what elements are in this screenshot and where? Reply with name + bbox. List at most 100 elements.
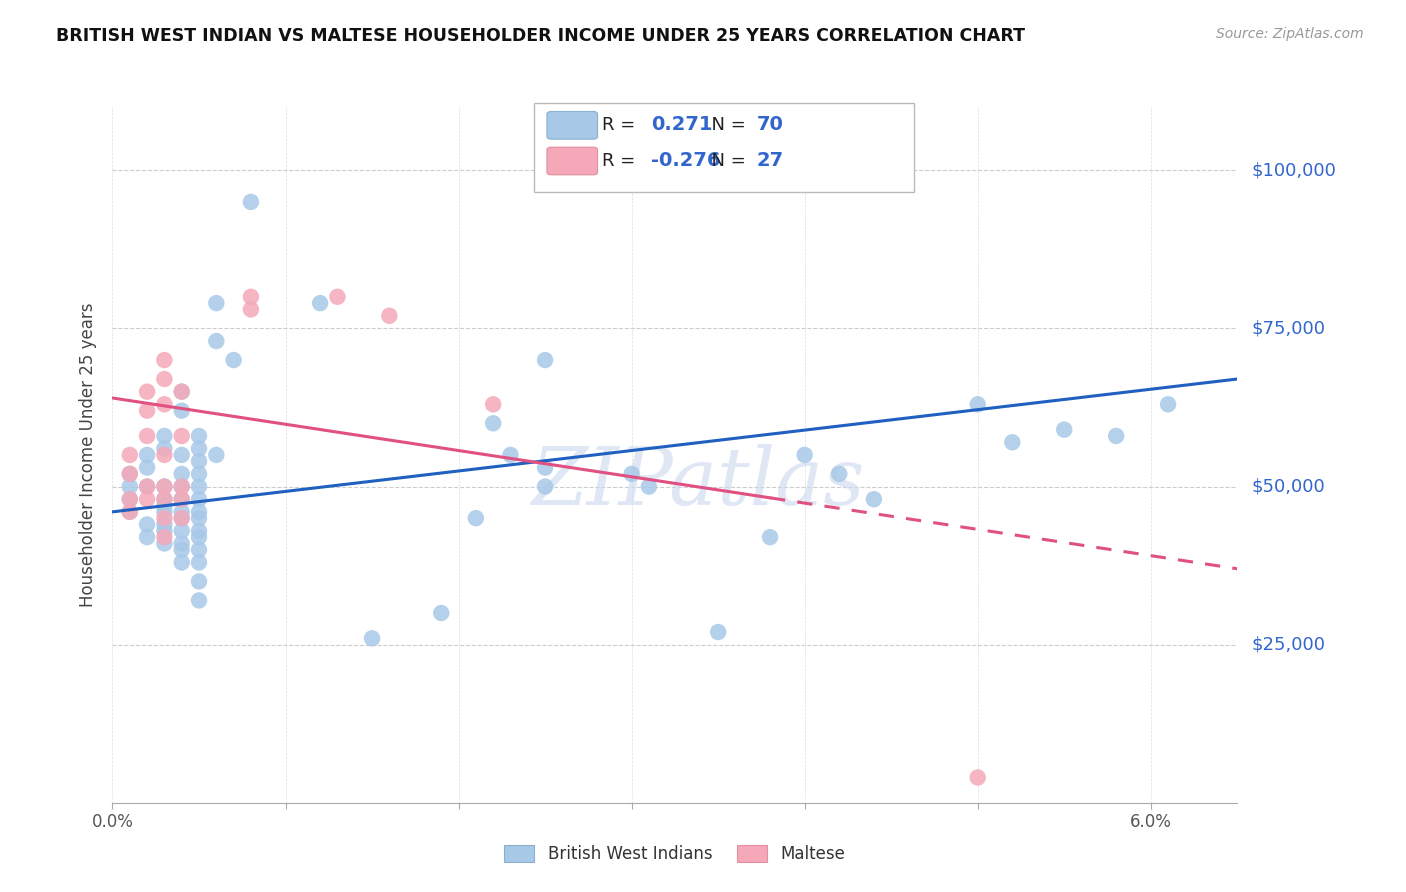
Text: R =: R = — [602, 116, 641, 134]
Point — [170, 505, 193, 519]
Point — [534, 353, 557, 368]
Point — [482, 417, 505, 431]
Point — [620, 467, 643, 481]
Point — [188, 593, 211, 607]
Point — [136, 479, 159, 493]
Text: $100,000: $100,000 — [1251, 161, 1336, 179]
Point — [188, 454, 211, 468]
Point — [188, 442, 211, 456]
Text: 0.271: 0.271 — [651, 115, 713, 135]
Point — [707, 625, 730, 640]
Point — [1157, 397, 1180, 411]
Text: N =: N = — [700, 116, 752, 134]
Text: 70: 70 — [756, 115, 783, 135]
Point — [828, 467, 851, 481]
Text: ZIPatlas: ZIPatlas — [530, 444, 865, 522]
Point — [170, 429, 193, 443]
Point — [170, 384, 193, 399]
Point — [499, 448, 522, 462]
Point — [118, 492, 141, 507]
Text: R =: R = — [602, 152, 641, 169]
Point — [170, 403, 193, 417]
Point — [170, 467, 193, 481]
Point — [361, 632, 384, 646]
Point — [153, 511, 176, 525]
Point — [153, 492, 176, 507]
Point — [153, 499, 176, 513]
Point — [170, 536, 193, 550]
Point — [153, 505, 176, 519]
Y-axis label: Householder Income Under 25 years: Householder Income Under 25 years — [79, 302, 97, 607]
Point — [118, 492, 141, 507]
Point — [153, 397, 176, 411]
Point — [759, 530, 782, 544]
Point — [136, 448, 159, 462]
Point — [1053, 423, 1076, 437]
Point — [534, 479, 557, 493]
Text: $75,000: $75,000 — [1251, 319, 1326, 337]
Point — [170, 384, 193, 399]
Text: BRITISH WEST INDIAN VS MALTESE HOUSEHOLDER INCOME UNDER 25 YEARS CORRELATION CHA: BRITISH WEST INDIAN VS MALTESE HOUSEHOLD… — [56, 27, 1025, 45]
Point — [153, 442, 176, 456]
Point — [464, 511, 486, 525]
Point — [118, 505, 141, 519]
Point — [170, 492, 193, 507]
Point — [188, 492, 211, 507]
Point — [205, 296, 228, 310]
Point — [430, 606, 453, 620]
Point — [863, 492, 886, 507]
Point — [170, 542, 193, 557]
Point — [482, 397, 505, 411]
Point — [153, 479, 176, 493]
Point — [118, 479, 141, 493]
Point — [153, 517, 176, 532]
Point — [170, 524, 193, 538]
Point — [1001, 435, 1024, 450]
Point — [153, 530, 176, 544]
Point — [188, 530, 211, 544]
Point — [205, 334, 228, 348]
Point — [239, 290, 262, 304]
Point — [966, 771, 988, 785]
Point — [153, 372, 176, 386]
Point — [136, 429, 159, 443]
Text: Source: ZipAtlas.com: Source: ZipAtlas.com — [1216, 27, 1364, 41]
Point — [966, 397, 988, 411]
Point — [153, 429, 176, 443]
Text: $50,000: $50,000 — [1251, 477, 1324, 496]
Point — [188, 479, 211, 493]
Point — [188, 524, 211, 538]
Point — [153, 524, 176, 538]
Point — [118, 448, 141, 462]
Point — [118, 467, 141, 481]
Point — [188, 556, 211, 570]
Point — [170, 511, 193, 525]
Point — [136, 403, 159, 417]
Legend: British West Indians, Maltese: British West Indians, Maltese — [496, 836, 853, 871]
Point — [153, 492, 176, 507]
Text: $25,000: $25,000 — [1251, 636, 1326, 654]
Point — [188, 542, 211, 557]
Point — [534, 460, 557, 475]
Point — [1105, 429, 1128, 443]
Point — [170, 511, 193, 525]
Point — [170, 479, 193, 493]
Point — [136, 530, 159, 544]
Point — [222, 353, 245, 368]
Point — [239, 302, 262, 317]
Text: 27: 27 — [756, 151, 783, 170]
Text: N =: N = — [700, 152, 752, 169]
Point — [188, 574, 211, 589]
Point — [309, 296, 332, 310]
Point — [136, 384, 159, 399]
Point — [118, 505, 141, 519]
Point — [188, 505, 211, 519]
Point — [326, 290, 349, 304]
Point — [170, 556, 193, 570]
Point — [153, 353, 176, 368]
Point — [188, 511, 211, 525]
Point — [136, 492, 159, 507]
Point — [153, 479, 176, 493]
Point — [638, 479, 661, 493]
Text: -0.276: -0.276 — [651, 151, 720, 170]
